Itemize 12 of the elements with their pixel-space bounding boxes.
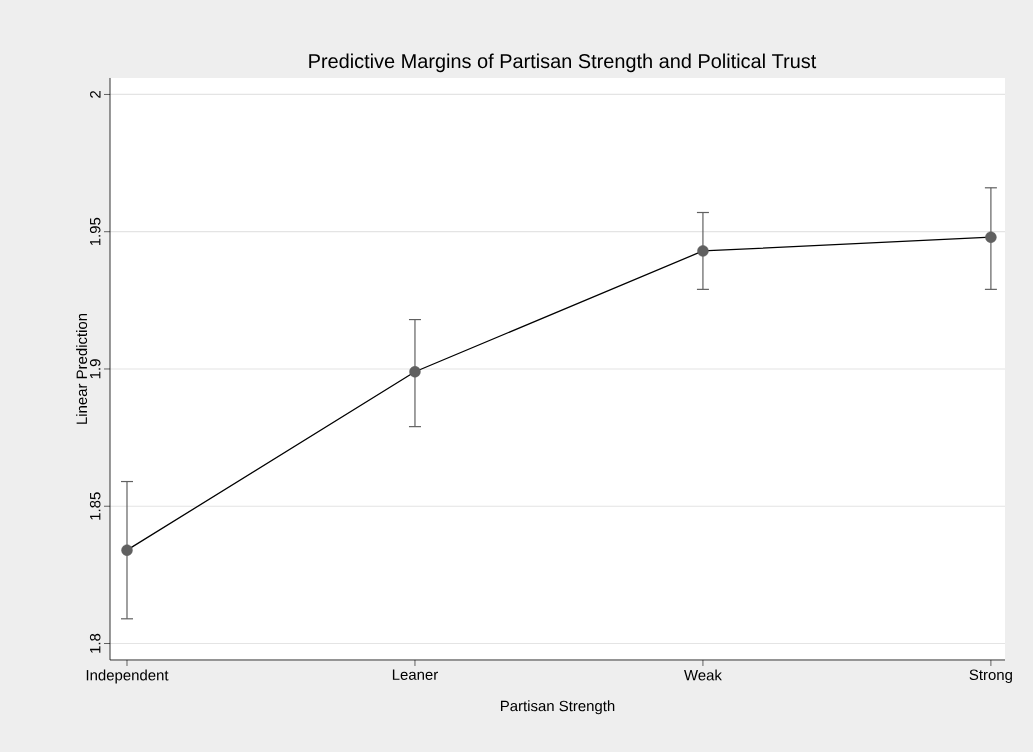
x-tick-label: Independent bbox=[86, 669, 169, 684]
y-tick-label: 1.9 bbox=[89, 359, 101, 379]
y-tick-label: 1.8 bbox=[89, 633, 101, 653]
x-axis-title: Partisan Strength bbox=[500, 700, 615, 715]
x-tick-label: Weak bbox=[684, 669, 722, 681]
chart-title: Predictive Margins of Partisan Strength and Political Trust bbox=[309, 53, 817, 73]
y-axis-title: Linear Prediction bbox=[76, 313, 88, 424]
x-tick-label: Strong bbox=[969, 669, 1012, 684]
x-tick-label: Leaner bbox=[392, 669, 438, 680]
y-tick-label: 1.95 bbox=[89, 217, 101, 246]
y-tick-label: 1.85 bbox=[89, 492, 101, 520]
y-tick-label: 2 bbox=[90, 91, 101, 98]
